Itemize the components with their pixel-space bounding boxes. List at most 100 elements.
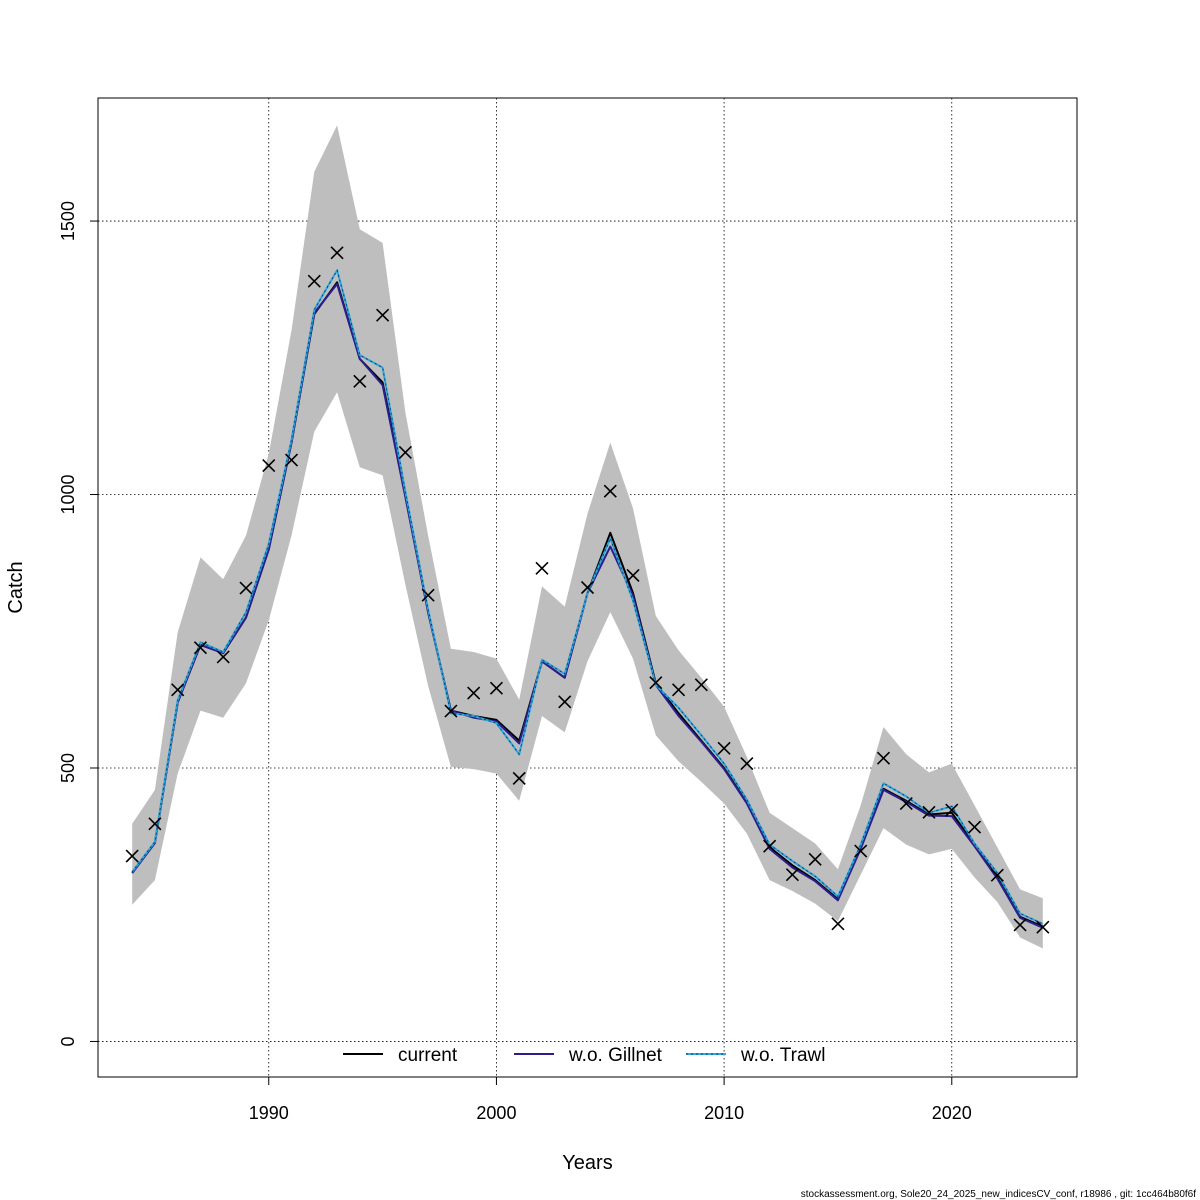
- confidence-band: [132, 125, 1043, 949]
- y-axis: 0 500 1000 1500: [58, 201, 98, 1046]
- observed-point: [512, 771, 526, 785]
- observed-point-stroke: [580, 580, 595, 595]
- observed-point: [831, 917, 845, 931]
- observed-point-stroke: [967, 820, 982, 834]
- legend-label-1: w.o. Gillnet: [568, 1045, 663, 1066]
- observed-point: [694, 678, 708, 692]
- observed-point-stroke: [239, 581, 253, 595]
- observed-point-stroke: [353, 374, 367, 388]
- observed-point-stroke: [1036, 920, 1050, 934]
- observed-point-stroke: [626, 568, 640, 583]
- observed-point-stroke: [398, 445, 412, 459]
- observed-point: [1013, 918, 1027, 932]
- observed-point: [763, 839, 777, 853]
- observed-point-stroke: [171, 683, 185, 697]
- observed-point: [945, 803, 959, 817]
- observed-point-stroke: [990, 868, 1004, 882]
- observed-point-stroke: [922, 805, 936, 819]
- observed-point: [785, 868, 799, 882]
- observed-point-stroke: [1013, 918, 1027, 932]
- observed-point-stroke: [444, 704, 458, 718]
- observed-point: [398, 445, 412, 459]
- series-line-dots-2: [131, 269, 1044, 925]
- observed-point-stroke: [421, 588, 435, 602]
- observed-point-stroke: [854, 844, 868, 858]
- observed-point: [626, 568, 640, 583]
- observed-point-stroke: [330, 246, 344, 260]
- y-axis-label: Catch: [5, 561, 27, 613]
- observed-point: [808, 852, 822, 866]
- observed-point: [239, 581, 253, 595]
- legend: current w.o. Gillnet w.o. Trawl: [343, 1045, 825, 1066]
- observed-point-stroke: [262, 458, 276, 473]
- legend-label-0: current: [398, 1045, 458, 1066]
- observed-point: [854, 844, 868, 858]
- observed-point: [876, 751, 891, 765]
- observed-point: [535, 561, 549, 575]
- observed-point-stroke: [284, 453, 299, 467]
- observed-point: [740, 757, 754, 771]
- observed-point: [580, 580, 595, 595]
- footer-caption: stockassessment.org, Sole20_24_2025_new_…: [801, 1189, 1196, 1200]
- observed-point: [376, 308, 390, 322]
- observed-point: [967, 820, 982, 834]
- observed-point: [717, 741, 731, 755]
- observed-point: [193, 641, 208, 655]
- observed-point: [284, 453, 299, 467]
- observed-point-stroke: [876, 751, 891, 765]
- observed-points: [125, 246, 1050, 934]
- observed-point-stroke: [785, 868, 799, 882]
- observed-point: [444, 704, 458, 718]
- observed-point-stroke: [489, 681, 503, 695]
- x-tick-label: 1990: [249, 1103, 289, 1123]
- observed-point-stroke: [148, 817, 162, 831]
- observed-point-stroke: [899, 796, 913, 811]
- observed-point: [148, 817, 162, 831]
- observed-point: [353, 374, 367, 388]
- observed-point-stroke: [672, 683, 686, 697]
- observed-point-stroke: [512, 771, 526, 785]
- observed-point: [262, 458, 276, 473]
- observed-point: [672, 683, 686, 697]
- observed-point: [330, 246, 344, 260]
- y-tick-label: 1000: [58, 474, 78, 514]
- observed-point-stroke: [603, 484, 617, 498]
- observed-point-stroke: [717, 741, 731, 755]
- observed-point-stroke: [193, 641, 208, 655]
- observed-point-stroke: [558, 695, 572, 709]
- observed-point-stroke: [694, 678, 708, 692]
- series-lines: [131, 269, 1044, 929]
- observed-point-stroke: [467, 686, 481, 700]
- y-tick-label: 1500: [58, 201, 78, 241]
- observed-point: [990, 868, 1004, 882]
- observed-point-stroke: [307, 274, 321, 288]
- observed-point: [489, 681, 503, 695]
- observed-point-stroke: [649, 676, 663, 690]
- observed-point-stroke: [535, 561, 549, 575]
- observed-point: [1036, 920, 1050, 934]
- legend-label-2: w.o. Trawl: [740, 1045, 825, 1066]
- x-tick-label: 2020: [932, 1103, 972, 1123]
- observed-point-stroke: [125, 849, 139, 863]
- observed-point: [421, 588, 435, 602]
- observed-point: [649, 676, 663, 690]
- x-tick-label: 2000: [476, 1103, 516, 1123]
- observed-point-stroke: [831, 917, 845, 931]
- observed-point-stroke: [216, 650, 230, 664]
- observed-point: [922, 805, 936, 819]
- observed-point-stroke: [945, 803, 959, 817]
- y-tick-label: 500: [58, 753, 78, 783]
- x-tick-label: 2010: [704, 1103, 744, 1123]
- confidence-band-area: [132, 125, 1043, 949]
- observed-point-stroke: [763, 839, 777, 853]
- x-axis: 1990 2000 2010 2020: [249, 1077, 972, 1123]
- observed-point: [467, 686, 481, 700]
- y-tick-label: 0: [58, 1036, 78, 1046]
- observed-point-stroke: [740, 757, 754, 771]
- observed-point-stroke: [376, 308, 390, 322]
- observed-point: [558, 695, 572, 709]
- observed-point-stroke: [808, 852, 822, 866]
- observed-point: [307, 274, 321, 288]
- x-axis-label: Years: [562, 1152, 612, 1174]
